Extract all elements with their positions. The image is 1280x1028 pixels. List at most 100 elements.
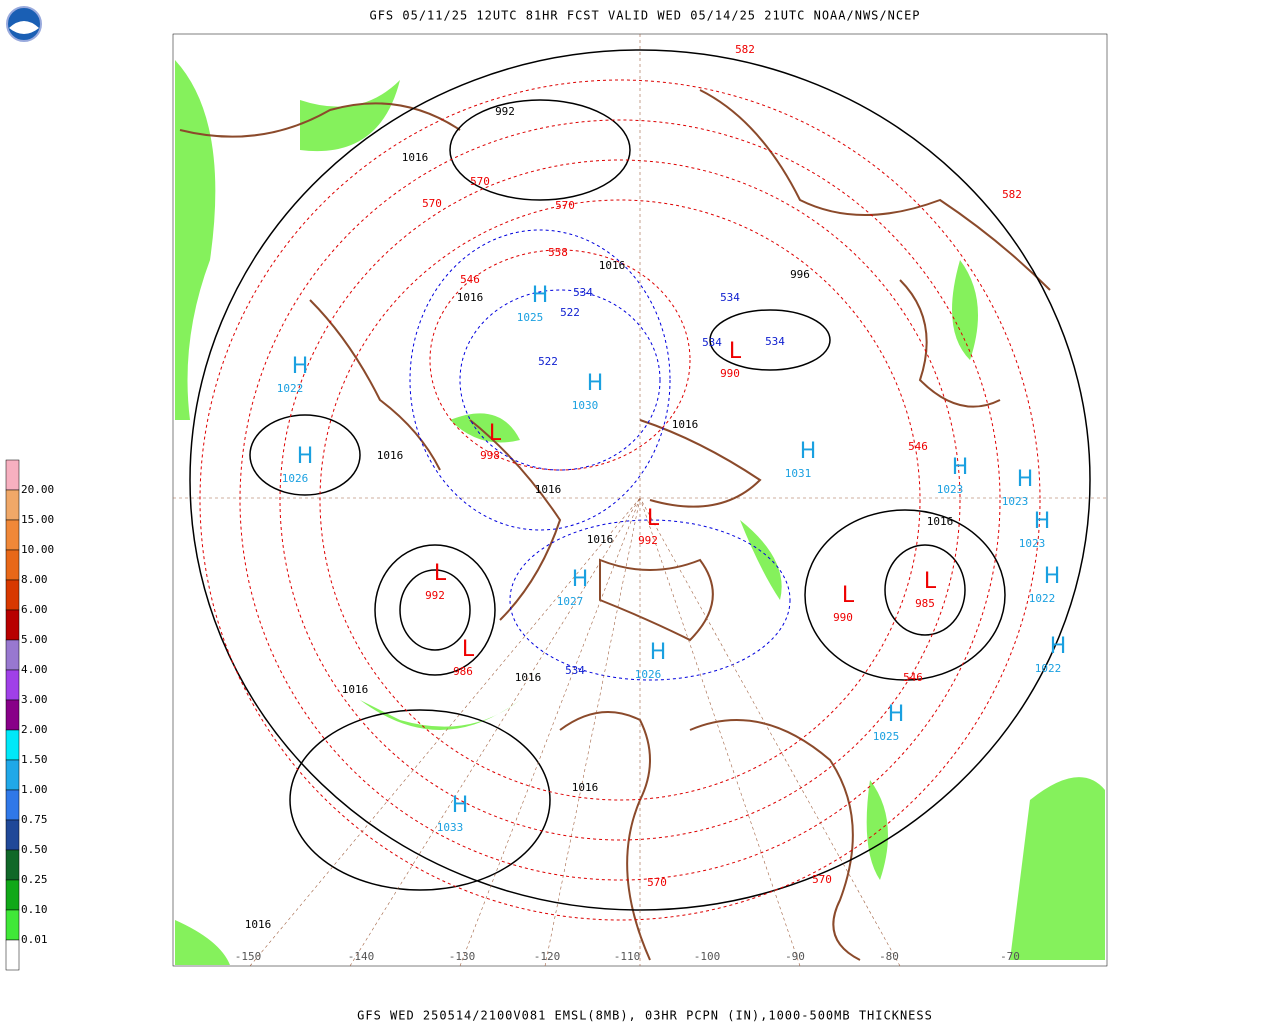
longitude-label: -130	[449, 950, 476, 963]
thickness-label-cold: 534	[573, 286, 593, 299]
thickness-label-warm: 570	[555, 199, 575, 212]
legend-swatch	[5, 819, 20, 851]
low-pressure: 986	[453, 665, 473, 678]
longitude-label: -120	[534, 950, 561, 963]
isobar-label: 1016	[927, 515, 954, 528]
legend-label: 4.00	[21, 663, 48, 676]
low-marker: L	[924, 569, 937, 594]
high-pressure: 1022	[1029, 592, 1056, 605]
low-marker: L	[729, 339, 742, 364]
legend-label: 5.00	[21, 633, 48, 646]
thickness-label-warm: 546	[460, 273, 480, 286]
isobar-label: 1016	[402, 151, 429, 164]
high-marker: H	[532, 283, 549, 308]
legend-swatch	[5, 639, 20, 671]
thickness-label-cold: 534	[765, 335, 785, 348]
thickness-label-warm: 558	[548, 246, 568, 259]
legend-label: 0.25	[21, 873, 48, 886]
low-pressure: 998	[480, 449, 500, 462]
high-marker: H	[952, 455, 969, 480]
low-marker: L	[647, 506, 660, 531]
low-pressure: 985	[915, 597, 935, 610]
low-marker: L	[462, 637, 475, 662]
thickness-label-warm: 570	[647, 876, 667, 889]
high-marker: H	[1017, 467, 1034, 492]
isobar-label: 1016	[342, 683, 369, 696]
thickness-label-warm: 546	[908, 440, 928, 453]
legend-swatch	[5, 849, 20, 881]
low-marker: L	[489, 421, 502, 446]
high-marker: H	[1050, 634, 1067, 659]
isobar-label: 996	[790, 268, 810, 281]
high-marker: H	[572, 567, 589, 592]
high-pressure: 1026	[635, 668, 662, 681]
thickness-label-cold: 534	[702, 336, 722, 349]
longitude-label: -70	[1000, 950, 1020, 963]
thickness-label-cold: 522	[538, 355, 558, 368]
low-pressure: 990	[720, 367, 740, 380]
thickness-label-warm: 546	[903, 671, 923, 684]
legend-label: 1.50	[21, 753, 48, 766]
high-marker: H	[452, 793, 469, 818]
high-marker: H	[1044, 564, 1061, 589]
noaa-logo-gull	[9, 21, 39, 34]
high-pressure: 1031	[785, 467, 812, 480]
legend-label: 8.00	[21, 573, 48, 586]
high-pressure: 1027	[557, 595, 584, 608]
high-pressure: 1025	[517, 311, 544, 324]
longitude-label: -150	[235, 950, 262, 963]
legend-swatch	[5, 549, 20, 581]
legend-label: 2.00	[21, 723, 48, 736]
legend-label: 0.50	[21, 843, 48, 856]
isobar-label: 1016	[672, 418, 699, 431]
high-marker: H	[297, 444, 314, 469]
legend-swatch	[5, 459, 20, 491]
low-pressure: 992	[638, 534, 658, 547]
isobar-label: 1016	[377, 449, 404, 462]
high-marker: H	[292, 354, 309, 379]
high-pressure: 1023	[1002, 495, 1029, 508]
legend-swatch	[5, 879, 20, 911]
low-marker: L	[434, 561, 447, 586]
legend-label: 10.00	[21, 543, 54, 556]
header-title: GFS 05/11/25 12UTC 81HR FCST VALID WED 0…	[369, 9, 920, 23]
isobar-label: 1016	[572, 781, 599, 794]
thickness-label-warm: 570	[470, 175, 490, 188]
isobar-label: 1016	[457, 291, 484, 304]
isobar-label: 1016	[535, 483, 562, 496]
legend-label: 1.00	[21, 783, 48, 796]
legend-swatch	[5, 699, 20, 731]
legend-swatch	[5, 939, 20, 971]
isobar-label: 1016	[245, 918, 272, 931]
high-marker: H	[800, 439, 817, 464]
legend-swatch	[5, 579, 20, 611]
legend-swatch	[5, 489, 20, 521]
legend-swatch	[5, 519, 20, 551]
thickness-label-warm: 570	[812, 873, 832, 886]
low-pressure: 990	[833, 611, 853, 624]
isobar-label: 1016	[515, 671, 542, 684]
legend-label: 6.00	[21, 603, 48, 616]
map-background	[173, 34, 1107, 967]
legend-swatch	[5, 909, 20, 941]
thickness-label-cold: 534	[565, 664, 585, 677]
longitude-label: -80	[879, 950, 899, 963]
legend-label: 0.01	[21, 933, 48, 946]
legend-swatch	[5, 729, 20, 761]
legend-label: 15.00	[21, 513, 54, 526]
high-pressure: 1026	[282, 472, 309, 485]
low-marker: L	[842, 583, 855, 608]
thickness-label-warm: 582	[1002, 188, 1022, 201]
legend-swatch	[5, 759, 20, 791]
legend-swatch	[5, 669, 20, 701]
high-pressure: 1022	[1035, 662, 1062, 675]
legend-label: 3.00	[21, 693, 48, 706]
thickness-label-warm: 570	[422, 197, 442, 210]
legend-label: 20.00	[21, 483, 54, 496]
isobar-label: 1016	[587, 533, 614, 546]
legend-label: 0.75	[21, 813, 48, 826]
thickness-label-cold: 534	[720, 291, 740, 304]
thickness-label-cold: 522	[560, 306, 580, 319]
high-pressure: 1022	[277, 382, 304, 395]
